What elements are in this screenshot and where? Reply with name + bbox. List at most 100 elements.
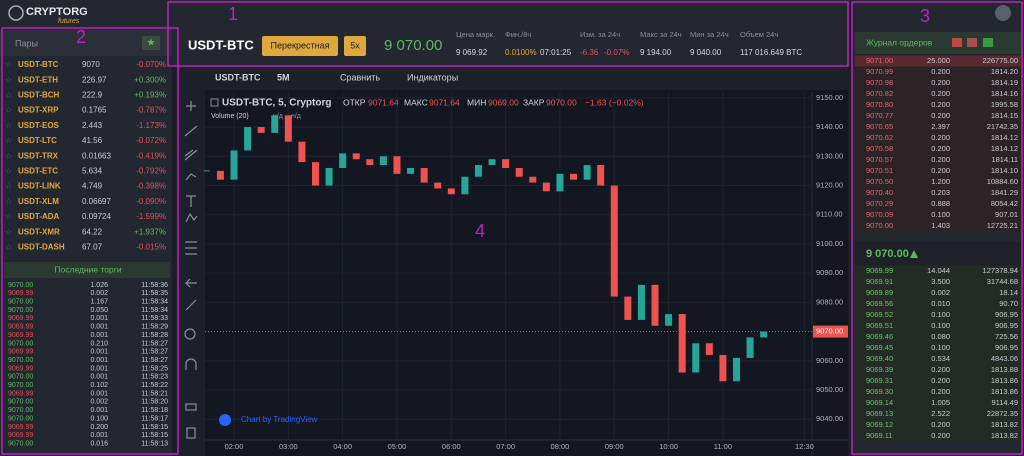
order-row-bg — [855, 320, 1021, 332]
last-price: 9 070.00 — [384, 37, 442, 54]
order-total: 1814.12 — [991, 133, 1018, 142]
tool-layers[interactable] — [185, 403, 197, 411]
trade-price: 9070.00 — [8, 399, 33, 406]
logo-text: CRYPTORG — [26, 6, 88, 18]
annotation-box — [1, 27, 179, 455]
tool-brush[interactable] — [185, 173, 197, 181]
y-tick-label: 9130.00 — [816, 151, 843, 160]
view-asks[interactable] — [952, 38, 962, 47]
trade-amount: 0.001 — [90, 332, 108, 339]
stat-value: -0.07% — [604, 48, 629, 57]
x-tick-label: 11:00 — [714, 442, 732, 451]
order-total: 90.70 — [999, 299, 1018, 308]
x-tick-label: 09:00 — [605, 442, 624, 451]
price-tag — [813, 325, 848, 338]
tool-back[interactable] — [184, 278, 197, 288]
y-tick-label: 9100.00 — [816, 239, 843, 248]
tool-pattern[interactable] — [185, 212, 198, 223]
trade-amount: 0.001 — [90, 349, 108, 356]
candle — [502, 159, 510, 168]
order-amount: 0.100 — [931, 310, 950, 319]
order-total: 1814.20 — [991, 67, 1018, 76]
toolbar-item: 5M — [277, 72, 290, 82]
annotation-box — [851, 1, 1023, 455]
order-row-bg — [855, 331, 1021, 343]
legend-item: ОТКР — [343, 97, 366, 107]
tool-fib[interactable] — [185, 241, 197, 255]
left-panel — [0, 0, 172, 456]
view-bids[interactable] — [983, 38, 993, 47]
leverage: 5x — [350, 40, 360, 50]
tool-text[interactable] — [186, 195, 196, 207]
trade-price: 9069.99 — [8, 365, 33, 372]
candle — [529, 176, 537, 183]
avatar[interactable] — [995, 5, 1011, 21]
order-total: 1813.82 — [991, 431, 1018, 440]
order-price: 9070.99 — [866, 67, 893, 76]
candle — [570, 173, 578, 180]
volume-value: н/д — [291, 113, 301, 120]
tool-line[interactable] — [184, 125, 198, 137]
order-row-bg — [855, 132, 1021, 144]
order-total: 8054.42 — [991, 199, 1018, 208]
trade-time: 11:58:34 — [141, 299, 168, 306]
order-total: 1814.11 — [991, 155, 1018, 164]
order-amount: 0.100 — [931, 210, 950, 219]
tool-magnet[interactable] — [185, 358, 197, 370]
x-tick-label: 06:00 — [442, 442, 461, 451]
order-row-bg — [855, 121, 1021, 133]
order-total: 1813.86 — [991, 376, 1018, 385]
legend-item: 9071.64 — [429, 97, 460, 107]
order-total: 1814.12 — [991, 144, 1018, 153]
pair-price: 0.09724 — [82, 212, 111, 221]
trade-price: 9069.99 — [8, 324, 33, 331]
tool-zoom[interactable] — [184, 328, 196, 340]
orderbook-title: Журнал ордеров — [866, 37, 933, 47]
trade-amount: 1.167 — [90, 299, 108, 306]
candle — [583, 165, 591, 180]
trade-price: 9070.00 — [8, 299, 33, 306]
order-total: 18.14 — [999, 288, 1018, 297]
order-row-bg — [855, 353, 1021, 365]
trade-price: 9069.99 — [8, 390, 33, 397]
tradingview-icon — [219, 414, 231, 426]
toolbar-item: Индикаторы — [407, 72, 458, 82]
order-row-bg — [855, 375, 1021, 387]
y-tick-label: 9120.00 — [816, 180, 843, 189]
legend-item: МАКС — [404, 97, 428, 107]
tool-ruler[interactable] — [185, 299, 197, 311]
order-total: 12725.21 — [987, 221, 1018, 230]
leverage-button[interactable] — [344, 36, 366, 56]
order-price: 9069.46 — [866, 332, 893, 341]
x-tick-label: 12:30 — [795, 442, 814, 451]
order-row-bg — [855, 430, 1021, 442]
stat-value: 117 016.649 BTC — [740, 48, 802, 57]
view-both[interactable] — [967, 38, 977, 47]
x-tick-label: 08:00 — [551, 442, 570, 451]
tool-crosshair[interactable] — [186, 101, 196, 111]
trade-amount: 0.001 — [90, 390, 108, 397]
trade-time: 11:58:29 — [141, 324, 168, 331]
order-price: 9070.29 — [866, 199, 893, 208]
order-price: 9070.98 — [866, 78, 893, 87]
volume-value: н/д — [273, 113, 283, 120]
order-total: 906.95 — [995, 343, 1018, 352]
margin-mode-button[interactable] — [262, 36, 338, 56]
favorites-button[interactable] — [142, 36, 160, 50]
order-total: 226775.00 — [983, 56, 1018, 65]
tool-channel[interactable] — [184, 149, 198, 161]
order-row-bg — [855, 77, 1021, 89]
order-row-bg — [855, 287, 1021, 299]
tool-trash[interactable] — [186, 427, 196, 439]
favorite-star: ☆ — [5, 227, 12, 236]
x-tick-label: 04:00 — [333, 442, 352, 451]
trade-amount: 0.001 — [90, 357, 108, 364]
order-amount: 0.200 — [931, 365, 950, 374]
y-tick-label: 9090.00 — [816, 268, 843, 277]
order-total: 1995.58 — [991, 100, 1018, 109]
trade-amount: 0.002 — [90, 399, 108, 406]
favorite-star: ☆ — [5, 60, 12, 69]
order-price: 9070.77 — [866, 111, 893, 120]
order-amount: 0.010 — [931, 299, 950, 308]
